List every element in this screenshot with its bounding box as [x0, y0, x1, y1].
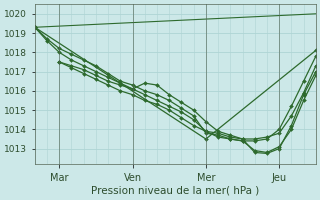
X-axis label: Pression niveau de la mer( hPa ): Pression niveau de la mer( hPa )	[91, 186, 260, 196]
